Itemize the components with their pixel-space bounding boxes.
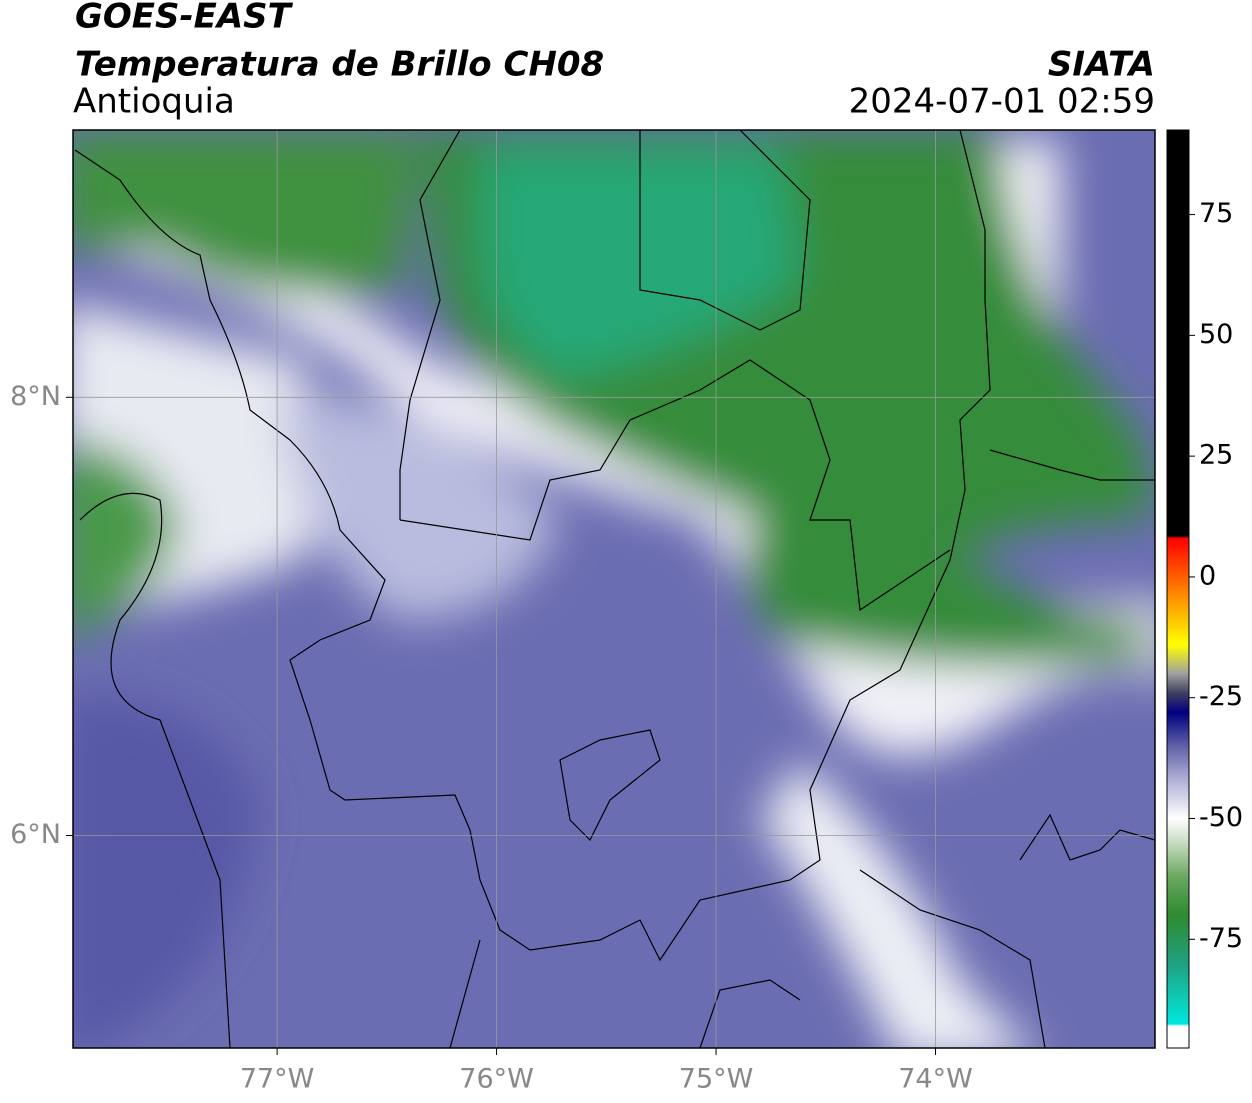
- colorbar-tick-label: -25: [1199, 681, 1243, 712]
- colorbar-tick-label: -75: [1199, 923, 1243, 954]
- x-tick-label: 75°W: [679, 1064, 754, 1095]
- datetime: 2024-07-01 02:59: [849, 82, 1155, 122]
- title: GOES-EAST: [75, 0, 294, 37]
- y-tick-label: 8°N: [10, 381, 61, 412]
- x-tick-label: 76°W: [459, 1064, 534, 1095]
- x-tick-label: 74°W: [898, 1064, 973, 1095]
- colorbar-tick-label: -50: [1199, 802, 1243, 833]
- subtitle: Temperatura de Brillo CH08: [75, 45, 604, 85]
- y-tick-label: 6°N: [10, 819, 61, 850]
- colorbar-tick-label: 50: [1199, 319, 1233, 350]
- colorbar-tick-label: 25: [1199, 440, 1233, 471]
- colorbar-tick-label: 75: [1199, 198, 1233, 229]
- source: SIATA: [1048, 45, 1155, 85]
- boundaries: [74, 130, 1155, 1048]
- colorbar-tick-label: 0: [1199, 560, 1216, 591]
- x-tick-label: 77°W: [240, 1064, 315, 1095]
- map-frame: [72, 129, 1156, 1049]
- region: Antioquia: [73, 82, 235, 122]
- satellite-image: [73, 130, 1155, 1048]
- colorbar: [1166, 129, 1190, 1049]
